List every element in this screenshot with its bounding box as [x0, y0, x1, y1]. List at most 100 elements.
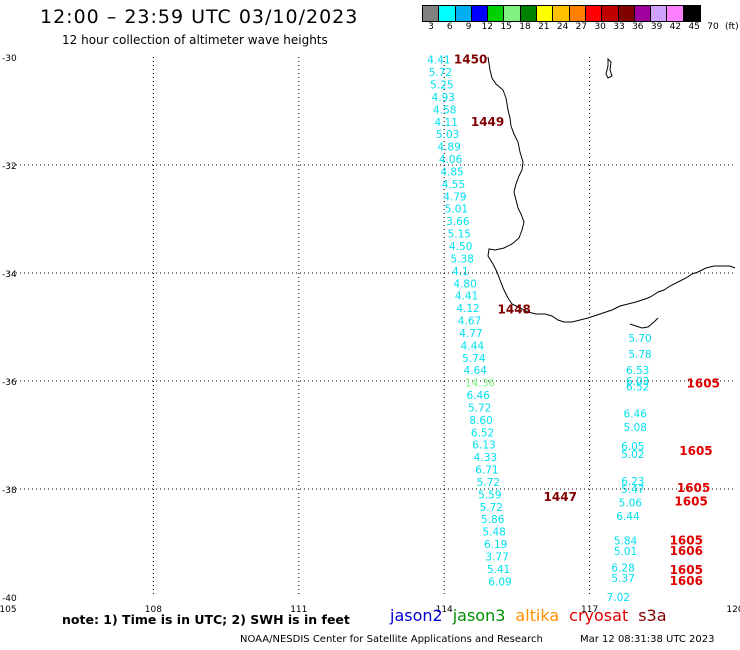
swh-reading: 5.78 — [628, 349, 651, 361]
scale-label: 36 — [632, 22, 644, 32]
lon-tick-label: 114 — [436, 605, 453, 615]
swh-reading: 5.38 — [451, 253, 474, 265]
swh-reading: 8.60 — [469, 415, 492, 427]
swh-reading: 5.84 — [614, 535, 638, 547]
swh-reading: 3.77 — [485, 552, 508, 564]
pass-time-label: 1605 — [679, 444, 712, 458]
scale-swatch — [683, 6, 701, 21]
scale-swatch — [471, 6, 489, 21]
lon-tick-label: 108 — [145, 605, 162, 615]
scale-swatch — [667, 6, 684, 21]
scale-label: 45 — [688, 22, 700, 32]
swh-reading: 6.23 — [621, 476, 644, 488]
scale-label: (ft) — [725, 22, 739, 32]
pass-time-label: 1605 — [674, 494, 707, 508]
legend-entry-altika: altika — [515, 606, 560, 625]
swh-reading: 5.03 — [436, 129, 459, 141]
swh-reading: 5.48 — [482, 527, 505, 539]
south-coast-bay — [629, 317, 659, 329]
swh-reading: 5.74 — [462, 353, 486, 365]
swh-reading: 4.11 — [435, 117, 458, 129]
satellite-legend: jason2 jason3 altika cryosat s3a — [390, 606, 677, 625]
swh-reading: 5.41 — [487, 564, 510, 576]
swh-reading: 5.01 — [614, 546, 637, 558]
island-outline — [605, 57, 613, 79]
swh-reading: 6.19 — [484, 539, 507, 551]
scale-swatch — [439, 6, 456, 21]
color-scale-labels: 3 6 9 12 15 18 21 24 27 30 33 36 39 42 45 70 (ft) — [422, 22, 740, 34]
swh-readings: 4.415.725.254.934.584.115.034.894.064.85… — [427, 55, 652, 604]
pass-time-label: 1605 — [687, 377, 720, 391]
swh-reading: 3.66 — [446, 216, 470, 228]
swh-reading: 6.46 — [466, 390, 490, 402]
scale-swatch — [602, 6, 619, 21]
swh-reading: 4.50 — [449, 241, 472, 253]
swh-reading: 5.70 — [628, 333, 651, 345]
swh-reading: 14.36 — [465, 378, 495, 390]
pass-time-label: 1448 — [498, 303, 531, 317]
swh-reading: 4.1 — [452, 266, 469, 278]
pass-time-label: 1450 — [454, 53, 487, 67]
scale-label: 27 — [575, 22, 588, 32]
swh-reading: 4.85 — [440, 166, 463, 178]
legend-entry-s3a: s3a — [638, 606, 667, 625]
map-subtitle: 12 hour collection of altimeter wave hei… — [62, 33, 328, 47]
scale-label: 33 — [613, 22, 625, 32]
swh-reading: 6.28 — [611, 562, 634, 574]
swh-reading: 6.05 — [621, 441, 644, 453]
swh-reading: 4.77 — [459, 328, 482, 340]
scale-label: 24 — [556, 22, 569, 32]
pass-time-label: 1447 — [544, 490, 577, 504]
swh-reading: 4.58 — [433, 104, 456, 116]
swh-reading: 4.79 — [443, 191, 466, 203]
pass-time-label: 1605 — [670, 533, 703, 547]
axis-tick-labels: 105 108 111 114 117 120 -30 -32 -34 -36 -38 -40 — [0, 54, 740, 615]
swh-reading: 4.44 — [461, 340, 485, 352]
swh-reading: 5.72 — [429, 67, 452, 79]
swh-reading: 5.86 — [481, 514, 505, 526]
pass-time-label: 1605 — [677, 481, 710, 495]
lon-tick-label: 105 — [0, 605, 17, 615]
scale-swatch — [569, 6, 586, 21]
scale-swatch — [634, 6, 652, 21]
legend-entry-jason2: jason2 — [390, 606, 443, 625]
coastline — [487, 56, 736, 329]
lat-tick-label: -32 — [2, 162, 17, 172]
swh-reading: 5.15 — [448, 229, 471, 241]
scale-label: 39 — [650, 22, 663, 32]
australia-west-coast — [487, 56, 736, 323]
swh-reading: 5.01 — [445, 204, 468, 216]
swh-reading: 6.03 — [626, 376, 649, 388]
swh-reading: 6.52 — [626, 381, 649, 393]
swh-reading: 5.08 — [624, 422, 647, 434]
swh-reading: 5.37 — [611, 573, 634, 585]
swh-reading: 4.80 — [453, 278, 476, 290]
lat-tick-label: -34 — [2, 270, 17, 280]
lat-tick-label: -30 — [2, 54, 17, 64]
scale-swatch — [651, 6, 668, 21]
swh-reading: 4.06 — [439, 154, 463, 166]
lat-tick-label: -40 — [2, 594, 17, 604]
lon-tick-label: 117 — [581, 605, 598, 615]
swh-reading: 5.02 — [621, 449, 644, 461]
swh-reading: 4.41 — [427, 55, 450, 67]
scale-label: 18 — [519, 22, 531, 32]
swh-reading: 4.67 — [458, 316, 481, 328]
swh-reading: 6.46 — [624, 408, 648, 420]
scale-label: 42 — [669, 22, 682, 32]
swh-reading: 4.12 — [456, 303, 479, 315]
scale-label: 12 — [481, 22, 494, 32]
swh-reading: 5.25 — [430, 80, 453, 92]
swh-reading: 4.93 — [432, 92, 455, 104]
lat-tick-label: -38 — [2, 486, 17, 496]
swh-reading: 6.52 — [471, 427, 494, 439]
pass-time-label: 1606 — [670, 574, 703, 588]
swh-reading: 6.53 — [626, 365, 649, 377]
scale-swatch — [504, 6, 521, 21]
legend-entry-cryosat: cryosat — [569, 606, 629, 625]
map-title: 12:00 – 23:59 UTC 03/10/2023 — [40, 6, 359, 28]
scale-label: 70 — [707, 22, 719, 32]
footer-credit: NOAA/NESDIS Center for Satellite Applica… — [240, 634, 543, 645]
scale-label: 21 — [538, 22, 550, 32]
swh-reading: 7.02 — [607, 592, 630, 604]
